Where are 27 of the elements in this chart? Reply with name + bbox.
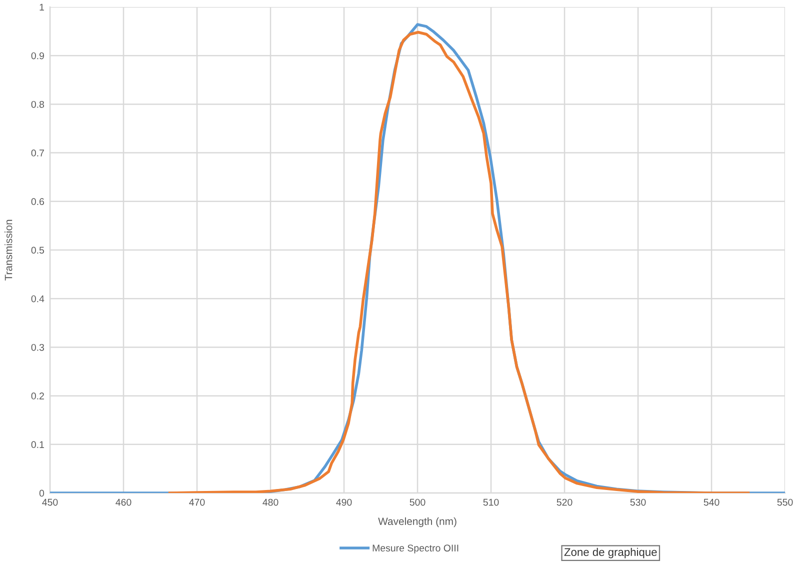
x-tick-label: 490 bbox=[336, 498, 352, 506]
x-tick-label: 450 bbox=[42, 498, 58, 506]
y-tick-label: 0.9 bbox=[31, 52, 44, 60]
line-series bbox=[168, 30, 750, 494]
x-tick-label: 500 bbox=[410, 498, 426, 506]
text: Zone de graphique bbox=[564, 548, 657, 558]
x-tick-label: 550 bbox=[777, 498, 793, 506]
legend-label: Mesure Spectro OIII bbox=[372, 544, 458, 554]
x-tick-label: 510 bbox=[483, 498, 499, 506]
y-axis-title: Transmission bbox=[4, 220, 12, 281]
x-tick-label: 460 bbox=[116, 498, 132, 506]
x-tick-label: 540 bbox=[704, 498, 720, 506]
y-tick-label: 0.8 bbox=[31, 100, 44, 108]
y-tick-label: 0.7 bbox=[31, 150, 44, 156]
x-tick-label: 480 bbox=[262, 498, 278, 506]
x-tick-label: 520 bbox=[556, 498, 572, 506]
y-tick-label: 0.6 bbox=[31, 198, 44, 206]
y-tick-label: 1 bbox=[40, 4, 44, 11]
y-tick-label: 0.4 bbox=[31, 295, 44, 302]
y-tick-label: 0 bbox=[39, 490, 44, 497]
x-tick-label: 530 bbox=[630, 498, 646, 506]
x-tick-label: 470 bbox=[189, 498, 205, 506]
y-tick-label: 0.1 bbox=[31, 441, 44, 448]
x-axis-title: Wavelength (nm) bbox=[378, 517, 456, 528]
y-tick-label: 0.2 bbox=[31, 392, 44, 400]
y-tick-label: 0.3 bbox=[31, 344, 44, 351]
y-tick-label: 0.5 bbox=[31, 246, 44, 254]
